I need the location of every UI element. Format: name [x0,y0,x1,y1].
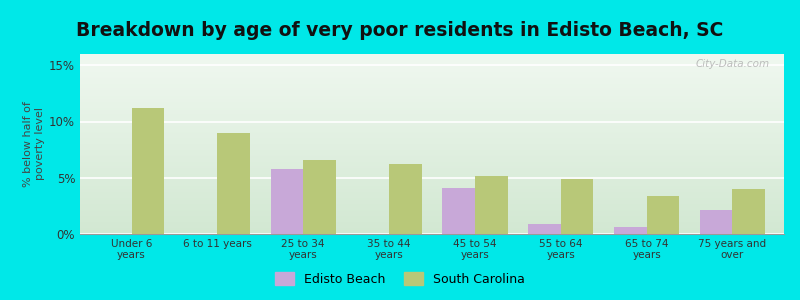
Bar [303,160,336,234]
Bar [646,196,679,234]
Text: Breakdown by age of very poor residents in Edisto Beach, SC: Breakdown by age of very poor residents … [76,20,724,40]
Bar [270,169,303,234]
Bar [131,108,164,234]
Bar [442,188,475,234]
Bar [733,189,765,234]
Y-axis label: % below half of
poverty level: % below half of poverty level [23,101,45,187]
Text: City-Data.com: City-Data.com [696,59,770,69]
Bar [561,179,594,234]
Bar [389,164,422,234]
Bar [475,176,507,234]
Bar [528,224,561,234]
Bar [700,210,733,234]
Legend: Edisto Beach, South Carolina: Edisto Beach, South Carolina [270,267,530,291]
Bar [614,227,646,234]
Bar [218,133,250,234]
